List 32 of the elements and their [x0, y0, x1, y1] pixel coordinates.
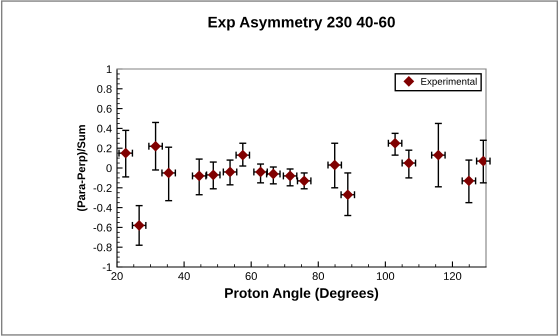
y-tick-label: 0.4: [97, 124, 112, 133]
y-tick-label: 1: [106, 65, 112, 74]
legend-label: Experimental: [421, 78, 477, 87]
point: [164, 168, 174, 178]
point: [134, 220, 144, 231]
y-tick-label: 0.6: [97, 104, 112, 113]
point: [342, 190, 353, 200]
x-tick-label: 80: [312, 272, 324, 280]
x-tick-label: 20: [111, 272, 123, 280]
y-tick-label: -0.2: [93, 184, 112, 192]
x-tick-label: 100: [376, 272, 394, 280]
point: [464, 176, 474, 186]
point: [238, 150, 248, 160]
y-tick-label: 0: [106, 164, 112, 172]
point: [224, 166, 236, 178]
x-tick-label: 40: [178, 272, 190, 280]
point: [330, 160, 340, 170]
x-tick-label: 60: [246, 272, 257, 280]
point: [120, 148, 131, 158]
y-tick-label: 0.2: [97, 144, 112, 152]
x-axis-title: Proton Angle (Degrees): [225, 288, 378, 301]
y-tick-label: -0.8: [93, 243, 112, 252]
x-tick-label: 120: [444, 272, 462, 280]
point: [404, 158, 414, 168]
y-axis-title: (Para-Perp)/Sum: [77, 125, 88, 211]
point: [433, 150, 444, 160]
y-tick-label: -0.4: [93, 204, 112, 212]
point: [299, 176, 310, 186]
y-tick-label: -0.6: [93, 224, 112, 232]
y-tick-label: -1: [102, 263, 112, 272]
y-tick-label: 0.8: [97, 85, 112, 93]
chart-title: Exp Asymmetry 230 40-60: [208, 16, 395, 31]
